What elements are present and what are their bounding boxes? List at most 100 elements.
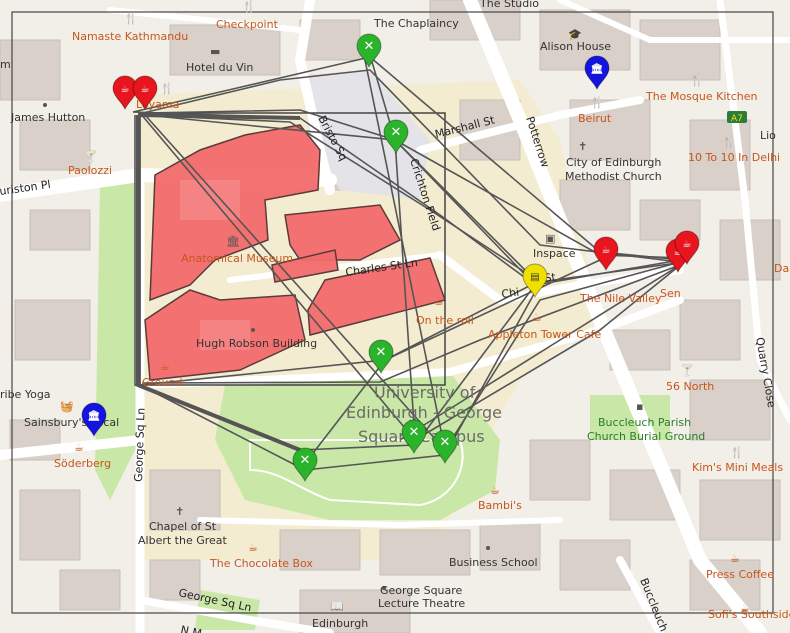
cafe-icon: ☕ [532, 311, 542, 324]
cross-icon: ✕ [391, 125, 402, 140]
marker-m-blue-2[interactable]: 🏛 [81, 402, 107, 438]
label-m: m [0, 58, 11, 71]
marker-pin[interactable] [401, 419, 427, 455]
marker-m-yellow-1[interactable]: ▤ [522, 263, 548, 299]
marker-pin[interactable] [522, 263, 548, 299]
label-nile: The Nile Valley [579, 292, 662, 305]
marker-pin[interactable] [112, 75, 138, 111]
label-chapelst1: Chapel of St [149, 520, 217, 533]
label-inspace: Inspace [533, 247, 576, 260]
marker-m-green-1[interactable]: ✕ [356, 33, 382, 69]
label-lecture1: George Square [380, 584, 463, 597]
building-icon: ▤ [530, 272, 539, 283]
street-nm: N M [179, 623, 202, 633]
street-crichton: Chi [501, 286, 520, 301]
label-buccleuch2: Church Burial Ground [587, 430, 705, 443]
restaurant-icon: 🍴 [690, 74, 704, 87]
label-soderberg: Söderberg [54, 457, 111, 470]
label-lecture2: Lecture Theatre [378, 597, 465, 610]
church-icon: ✝ [578, 140, 587, 153]
label-yoga: ribe Yoga [0, 388, 51, 401]
marker-m-blue-1[interactable]: 🏛 [584, 55, 610, 91]
cup-icon: ☕ [141, 84, 150, 95]
cup-icon: ☕ [602, 245, 611, 256]
graduation-cap-icon: 🎓 [568, 28, 582, 41]
marker-m-red-3[interactable]: ☕ [593, 236, 619, 272]
marker-m-green-5[interactable]: ✕ [432, 429, 458, 465]
street-george-ln-v: George Sq Ln [132, 408, 148, 483]
marker-pin[interactable] [432, 429, 458, 465]
cafe-icon: ☕ [160, 360, 170, 373]
marker-m-green-3[interactable]: ✕ [368, 339, 394, 375]
church-icon: ✝ [175, 505, 184, 518]
label-sen: Sen [660, 287, 681, 300]
label-paolozzi: Paolozzi [68, 164, 112, 177]
label-alison: Alison House [540, 40, 611, 53]
bar-icon: 🍸 [84, 149, 98, 163]
svg-text:A7: A7 [731, 114, 743, 124]
markers: ☕ ☕✕✕🏛☕ ☕☕▤✕✕✕✕🏛 [81, 33, 700, 483]
label-ontheroll: On the roll [416, 314, 474, 327]
label-appleton: Appleton Tower Cafe [488, 328, 601, 341]
label-mosque: The Mosque Kitchen [645, 90, 757, 103]
label-beirut: Beirut [578, 112, 612, 125]
marker-m-green-6[interactable]: ✕ [292, 447, 318, 483]
restaurant-icon: 🍴 [590, 96, 604, 109]
bed-icon: ▬ [210, 45, 220, 58]
museum-icon: 🏛 [226, 235, 240, 248]
building-charles-small[interactable] [271, 249, 339, 283]
label-bambis: Bambi's [478, 499, 522, 512]
building-on-the-roll[interactable] [307, 257, 446, 336]
cross-icon: ✕ [364, 39, 375, 54]
cross-icon: ✕ [376, 345, 387, 360]
label-checkpoint: Checkpoint [216, 18, 279, 31]
museum-icon: 🏛 [591, 63, 604, 75]
label-lio: Lio [760, 129, 776, 142]
label-buccleuch1: Buccleuch Parish [598, 416, 691, 429]
marker-pin[interactable] [356, 33, 382, 69]
marker-pin[interactable] [132, 75, 158, 111]
marker-pin[interactable] [368, 339, 394, 375]
cafe-icon: ☕ [434, 295, 444, 308]
label-studio: The Studio [479, 0, 539, 10]
restaurant-icon: 🍴 [242, 0, 256, 13]
marker-pin[interactable] [383, 119, 409, 155]
building-charles-north[interactable] [284, 204, 402, 261]
museum-icon: 🏛 [88, 410, 101, 422]
george-square-garden [215, 372, 500, 520]
marker-pin[interactable] [674, 230, 700, 266]
label-dar: Dar [774, 262, 790, 275]
label-hotel: Hotel du Vin [186, 61, 253, 74]
marker-pin[interactable] [593, 236, 619, 272]
cross-icon: ✕ [300, 453, 311, 468]
marker-m-red-5[interactable]: ☕ [674, 230, 700, 266]
cafe-icon: ☕ [740, 602, 750, 615]
label-chocolate: The Chocolate Box [209, 557, 313, 570]
marker-m-green-2[interactable]: ✕ [383, 119, 409, 155]
amenity-glyphs: 🍴 🍴 🍴 🍸 🍴 🍴 🍴 🍸 🍴 ☕ ☕ ☕ ☕ ☕ ☕ ☕ ☕ [74, 0, 750, 615]
label-fiftysix: 56 North [666, 380, 714, 393]
marker-pin[interactable] [292, 447, 318, 483]
cross-icon: ✕ [409, 425, 420, 440]
marker-pin[interactable] [584, 55, 610, 91]
marker-m-red-2[interactable]: ☕ [132, 75, 158, 111]
marker-m-green-4[interactable]: ✕ [401, 419, 427, 455]
marker-pin[interactable] [81, 402, 107, 438]
cafe-icon: ☕ [248, 541, 258, 554]
label-james: James Hutton [10, 111, 85, 124]
label-anatomical: Anatomical Museum [181, 252, 293, 265]
cafe-icon: ☕ [74, 441, 84, 454]
label-uni1: University of [374, 383, 476, 402]
label-sofis: Sofi's Southside [708, 608, 790, 621]
label-cityed1: City of Edinburgh [566, 156, 661, 169]
cup-icon: ☕ [674, 247, 683, 258]
label-hughrobson: Hugh Robson Building [196, 337, 317, 350]
cafe-icon: ☕ [490, 484, 500, 497]
label-business: Business School [449, 556, 538, 569]
poi-glyphs: ▬ 🎓 ✝ ✝ 🏛 ▣ 🧺 ▪ 📖 [43, 28, 643, 613]
marker-m-red-1[interactable]: ☕ [112, 75, 138, 111]
label-cityed2: Methodist Church [565, 170, 662, 183]
label-chaplaincy: The Chaplaincy [373, 17, 459, 30]
